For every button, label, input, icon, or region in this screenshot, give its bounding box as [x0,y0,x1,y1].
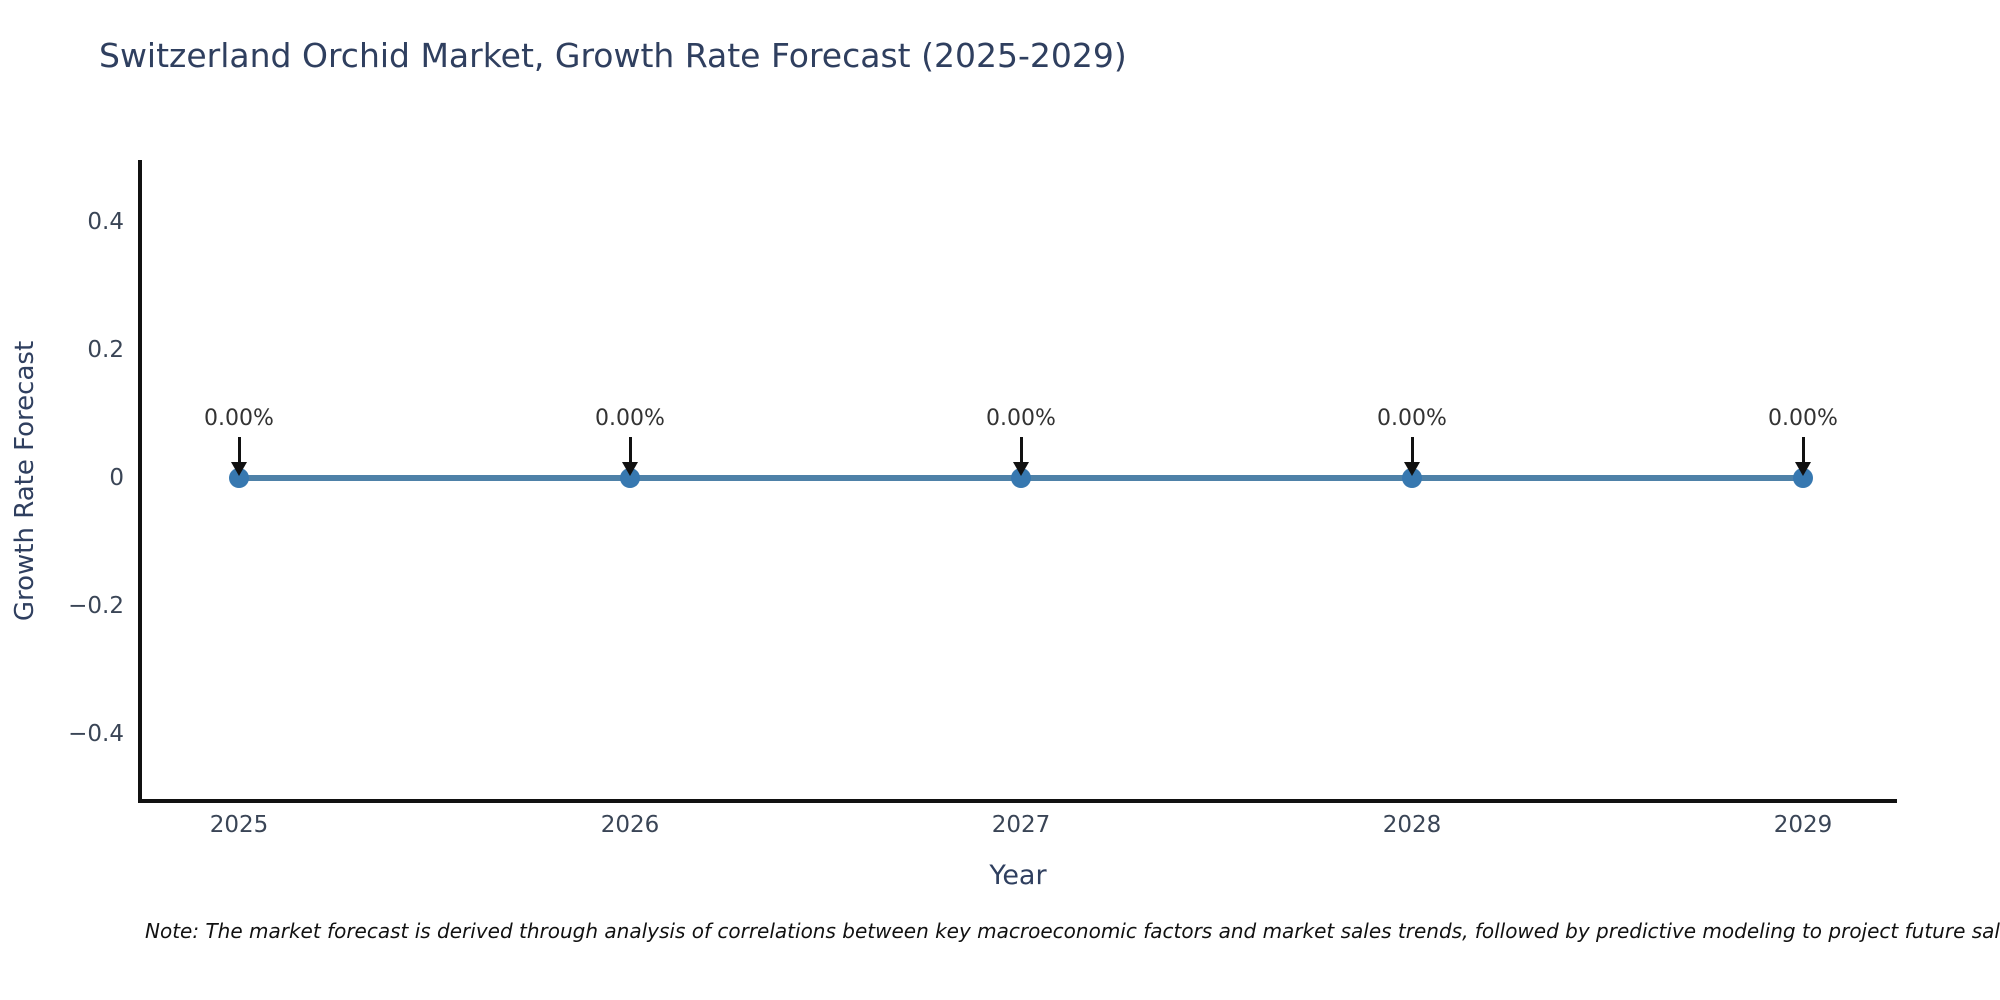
x-tick-label: 2029 [1773,812,1833,838]
y-tick-label: −0.4 [68,721,124,747]
x-tick-label: 2025 [209,812,269,838]
y-tick-label: 0.4 [87,209,124,235]
x-tick-label: 2026 [600,812,660,838]
annotation-arrow-down-icon [622,462,638,476]
annotation-arrow-stem [1801,437,1805,464]
annotation-arrow-down-icon [231,462,247,476]
annotation-arrow-stem [628,437,632,464]
y-tick-label: 0.2 [87,337,124,363]
data-point-label: 0.00% [1768,406,1838,431]
annotation-arrow-down-icon [1404,462,1420,476]
data-point-label: 0.00% [595,406,665,431]
data-point-label: 0.00% [986,406,1056,431]
annotation-arrow-stem [1019,437,1023,464]
plot-area [138,160,1897,803]
x-axis-title: Year [989,860,1047,891]
annotation-arrow-stem [237,437,241,464]
y-tick-label: −0.2 [68,593,124,619]
annotation-arrow-stem [1410,437,1414,464]
x-tick-label: 2028 [1382,812,1442,838]
y-tick-label: 0 [109,465,124,491]
annotation-arrow-down-icon [1795,462,1811,476]
data-point-label: 0.00% [1377,406,1447,431]
x-tick-label: 2027 [991,812,1051,838]
data-point-label: 0.00% [204,406,274,431]
annotation-arrow-down-icon [1013,462,1029,476]
chart-title: Switzerland Orchid Market, Growth Rate F… [99,36,1127,75]
chart-footnote: Note: The market forecast is derived thr… [145,919,2000,943]
